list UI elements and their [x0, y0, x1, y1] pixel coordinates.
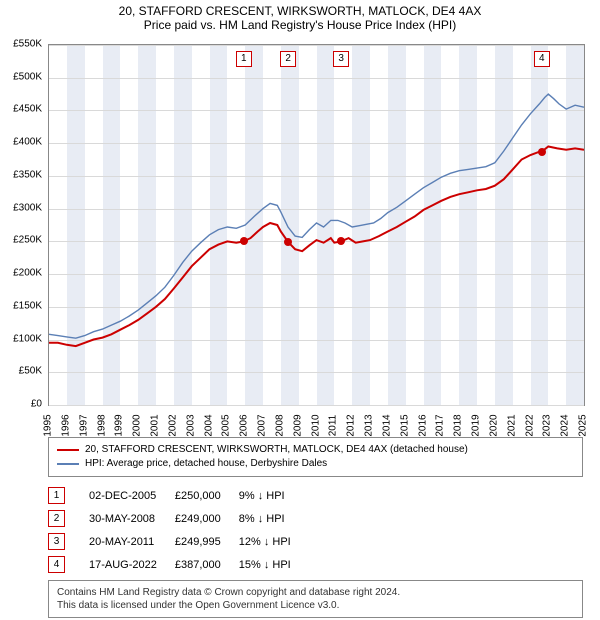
table-row: 1 02-DEC-2005£250,0009% ↓ HPI	[48, 484, 309, 507]
legend-label: 20, STAFFORD CRESCENT, WIRKSWORTH, MATLO…	[85, 443, 468, 457]
y-tick-label: £500K	[0, 71, 42, 82]
y-tick-label: £100K	[0, 333, 42, 344]
cell-price: £249,000	[175, 507, 239, 530]
cell-delta: 8% ↓ HPI	[239, 507, 309, 530]
x-tick-label: 2018	[453, 414, 464, 436]
cell-price: £387,000	[175, 553, 239, 576]
transactions-rows: 1 02-DEC-2005£250,0009% ↓ HPI 2 30-MAY-2008…	[48, 484, 309, 576]
y-tick-label: £400K	[0, 137, 42, 148]
x-tick-label: 2003	[185, 414, 196, 436]
cell-date: 30-MAY-2008	[89, 507, 175, 530]
x-tick-label: 2000	[132, 414, 143, 436]
legend: 20, STAFFORD CRESCENT, WIRKSWORTH, MATLO…	[48, 437, 583, 477]
event-dot-3	[337, 237, 345, 245]
cell-delta: 15% ↓ HPI	[239, 553, 309, 576]
x-axis-labels: 1995199619971998199920002001200220032004…	[48, 404, 583, 432]
event-dot-4	[538, 148, 546, 156]
x-tick-label: 2007	[257, 414, 268, 436]
container: 20, STAFFORD CRESCENT, WIRKSWORTH, MATLO…	[0, 0, 600, 620]
x-tick-label: 2019	[471, 414, 482, 436]
x-tick-label: 2016	[417, 414, 428, 436]
cell-delta: 12% ↓ HPI	[239, 530, 309, 553]
x-tick-label: 2005	[221, 414, 232, 436]
legend-swatch	[57, 449, 79, 451]
event-marker-1: 1	[236, 51, 252, 67]
event-marker-2: 2	[280, 51, 296, 67]
x-tick-label: 2014	[381, 414, 392, 436]
series-hpi	[49, 94, 584, 338]
series-svg	[49, 45, 584, 405]
y-tick-label: £300K	[0, 202, 42, 213]
legend-swatch	[57, 463, 79, 465]
x-tick-label: 1999	[114, 414, 125, 436]
table-row: 2 30-MAY-2008£249,0008% ↓ HPI	[48, 507, 309, 530]
x-tick-label: 2015	[399, 414, 410, 436]
cell-delta: 9% ↓ HPI	[239, 484, 309, 507]
cell-date: 17-AUG-2022	[89, 553, 175, 576]
x-tick-label: 2017	[435, 414, 446, 436]
title-line2: Price paid vs. HM Land Registry's House …	[0, 18, 600, 32]
y-tick-label: £200K	[0, 268, 42, 279]
title-line1: 20, STAFFORD CRESCENT, WIRKSWORTH, MATLO…	[0, 4, 600, 18]
x-tick-label: 2006	[239, 414, 250, 436]
x-tick-label: 1998	[96, 414, 107, 436]
row-marker: 1	[48, 487, 65, 504]
x-tick-label: 2008	[274, 414, 285, 436]
transactions-table: 1 02-DEC-2005£250,0009% ↓ HPI 2 30-MAY-2008…	[48, 484, 309, 576]
event-dot-2	[284, 238, 292, 246]
y-tick-label: £550K	[0, 39, 42, 50]
cell-price: £249,995	[175, 530, 239, 553]
x-tick-label: 1997	[78, 414, 89, 436]
y-tick-label: £450K	[0, 104, 42, 115]
y-tick-label: £150K	[0, 300, 42, 311]
x-tick-label: 2020	[488, 414, 499, 436]
chart-plot-area: 1 2 3 4	[48, 44, 585, 406]
x-tick-label: 2012	[346, 414, 357, 436]
x-tick-label: 1996	[60, 414, 71, 436]
x-tick-label: 2022	[524, 414, 535, 436]
y-tick-label: £350K	[0, 169, 42, 180]
cell-date: 20-MAY-2011	[89, 530, 175, 553]
x-tick-label: 2001	[150, 414, 161, 436]
footer-licence: Contains HM Land Registry data © Crown c…	[48, 580, 583, 618]
cell-price: £250,000	[175, 484, 239, 507]
footer-line1: Contains HM Land Registry data © Crown c…	[57, 586, 574, 599]
row-marker: 2	[48, 510, 65, 527]
x-tick-label: 2002	[167, 414, 178, 436]
footer-line2: This data is licensed under the Open Gov…	[57, 599, 574, 612]
x-tick-label: 2024	[560, 414, 571, 436]
legend-label: HPI: Average price, detached house, Derb…	[85, 457, 327, 471]
title-block: 20, STAFFORD CRESCENT, WIRKSWORTH, MATLO…	[0, 0, 600, 32]
cell-date: 02-DEC-2005	[89, 484, 175, 507]
x-tick-label: 2011	[328, 415, 339, 437]
x-tick-label: 2021	[506, 414, 517, 436]
y-tick-label: £0	[0, 399, 42, 410]
x-tick-label: 2010	[310, 414, 321, 436]
x-tick-label: 2009	[292, 414, 303, 436]
x-tick-label: 2013	[364, 414, 375, 436]
y-tick-label: £250K	[0, 235, 42, 246]
event-dot-1	[240, 237, 248, 245]
x-tick-label: 2023	[542, 414, 553, 436]
event-marker-4: 4	[534, 51, 550, 67]
x-tick-label: 2025	[578, 414, 589, 436]
x-tick-label: 2004	[203, 414, 214, 436]
table-row: 4 17-AUG-2022£387,00015% ↓ HPI	[48, 553, 309, 576]
row-marker: 4	[48, 556, 65, 573]
event-marker-3: 3	[333, 51, 349, 67]
row-marker: 3	[48, 533, 65, 550]
y-tick-label: £50K	[0, 366, 42, 377]
legend-item: HPI: Average price, detached house, Derb…	[57, 457, 574, 471]
x-tick-label: 1995	[43, 414, 54, 436]
table-row: 3 20-MAY-2011£249,99512% ↓ HPI	[48, 530, 309, 553]
legend-item: 20, STAFFORD CRESCENT, WIRKSWORTH, MATLO…	[57, 443, 574, 457]
